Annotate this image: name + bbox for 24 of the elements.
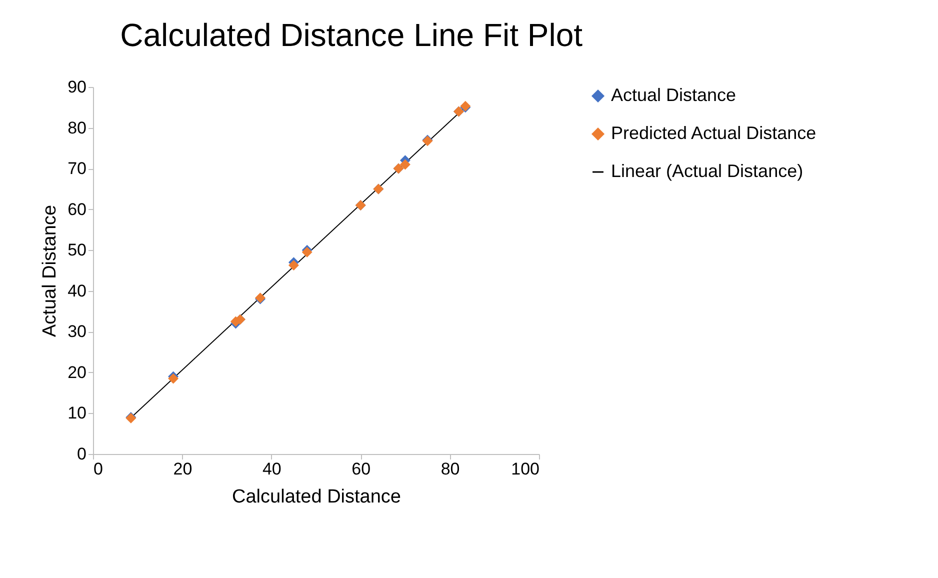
x-tick-label: 40 <box>262 460 282 478</box>
y-tick-label: 60 <box>68 200 86 219</box>
point <box>288 260 299 270</box>
y-tick-label: 30 <box>68 322 86 342</box>
x-tick-label: 100 <box>511 460 540 478</box>
y-tick-label: 20 <box>68 362 86 382</box>
x-tick-label: 20 <box>173 460 192 478</box>
legend-label: Linear (Actual Distance) <box>611 161 804 181</box>
y-tick-label: 50 <box>68 240 86 260</box>
y-tick-label: 90 <box>68 78 86 96</box>
legend-label: Predicted Actual Distance <box>611 123 816 143</box>
x-axis-title: Calculated Distance <box>232 486 401 508</box>
y-tick-label: 10 <box>68 404 86 423</box>
legend-label: Actual Distance <box>611 85 736 105</box>
y-tick-label: 0 <box>77 444 86 464</box>
point <box>400 159 410 170</box>
x-tick-label: 80 <box>440 460 460 478</box>
x-tick-label: 60 <box>352 460 371 478</box>
y-tick-label: 40 <box>68 281 86 300</box>
chart-title: Calculated Distance Line Fit Plot <box>120 17 583 53</box>
y-tick-label: 80 <box>68 118 86 138</box>
y-axis-title: Actual Distance <box>40 204 61 338</box>
x-tick-label: 0 <box>94 460 103 478</box>
y-tick-label: 70 <box>68 159 86 178</box>
